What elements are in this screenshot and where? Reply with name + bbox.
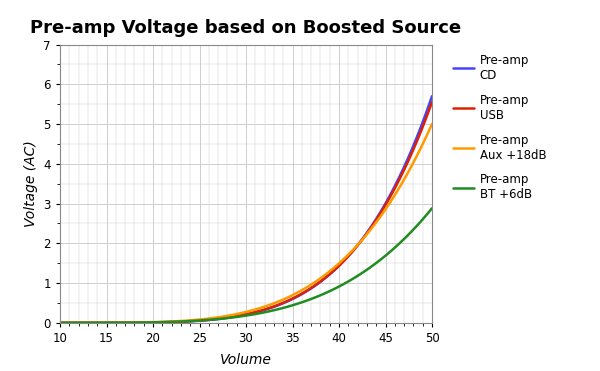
Pre-amp
Aux +18dB	[56, 321, 64, 325]
Pre-amp
Aux +18dB	[419, 141, 427, 145]
Title: Pre-amp Voltage based on Boosted Source: Pre-amp Voltage based on Boosted Source	[31, 19, 461, 37]
Pre-amp
Aux +18dB	[428, 122, 436, 126]
Pre-amp
BT +6dB	[56, 321, 64, 325]
Pre-amp
Aux +18dB	[257, 305, 265, 310]
Pre-amp
CD	[361, 233, 368, 238]
Y-axis label: Voltage (AC): Voltage (AC)	[24, 140, 38, 227]
Line: Pre-amp
USB: Pre-amp USB	[60, 102, 432, 323]
Pre-amp
Aux +18dB	[278, 298, 285, 302]
Pre-amp
CD	[419, 119, 427, 124]
Pre-amp
BT +6dB	[235, 314, 242, 319]
Pre-amp
USB	[235, 313, 242, 318]
Pre-amp
BT +6dB	[233, 315, 240, 319]
Pre-amp
CD	[278, 302, 285, 306]
Pre-amp
USB	[419, 124, 427, 128]
Legend: Pre-amp
CD, Pre-amp
USB, Pre-amp
Aux +18dB, Pre-amp
BT +6dB: Pre-amp CD, Pre-amp USB, Pre-amp Aux +18…	[449, 50, 550, 205]
Line: Pre-amp
CD: Pre-amp CD	[60, 96, 432, 323]
Pre-amp
Aux +18dB	[235, 311, 242, 316]
Pre-amp
USB	[428, 100, 436, 104]
Pre-amp
BT +6dB	[419, 217, 427, 221]
Pre-amp
USB	[233, 314, 240, 318]
Pre-amp
Aux +18dB	[361, 234, 368, 239]
X-axis label: Volume: Volume	[220, 353, 272, 367]
Pre-amp
CD	[235, 314, 242, 318]
Pre-amp
USB	[361, 234, 368, 239]
Pre-amp
BT +6dB	[428, 206, 436, 210]
Pre-amp
BT +6dB	[257, 311, 265, 315]
Line: Pre-amp
BT +6dB: Pre-amp BT +6dB	[60, 208, 432, 323]
Pre-amp
CD	[233, 314, 240, 319]
Pre-amp
BT +6dB	[278, 306, 285, 311]
Pre-amp
CD	[428, 94, 436, 98]
Line: Pre-amp
Aux +18dB: Pre-amp Aux +18dB	[60, 124, 432, 323]
Pre-amp
CD	[56, 321, 64, 325]
Pre-amp
Aux +18dB	[233, 312, 240, 316]
Pre-amp
USB	[56, 321, 64, 325]
Pre-amp
USB	[257, 308, 265, 313]
Pre-amp
CD	[257, 309, 265, 313]
Pre-amp
USB	[278, 301, 285, 306]
Pre-amp
BT +6dB	[361, 269, 368, 273]
